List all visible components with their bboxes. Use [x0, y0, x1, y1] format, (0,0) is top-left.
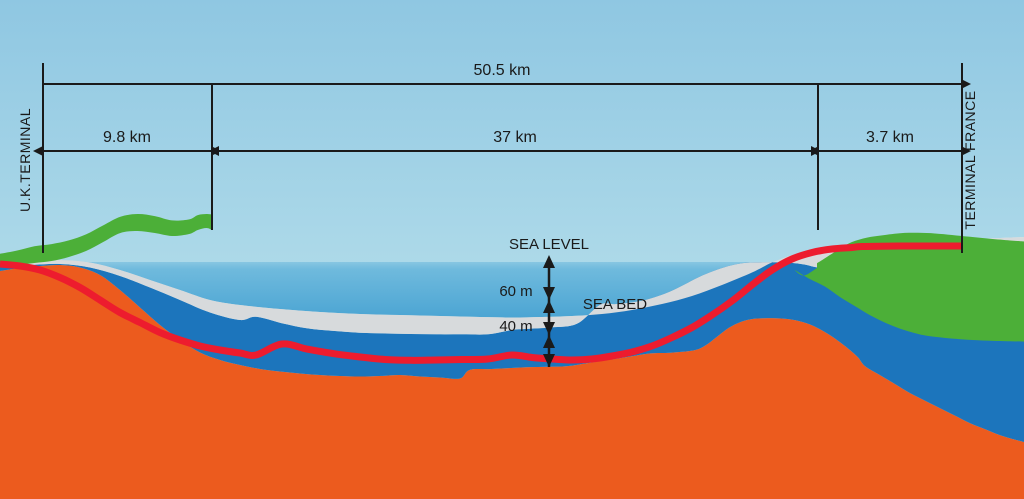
- svg-text:SEA LEVEL: SEA LEVEL: [509, 236, 589, 253]
- svg-text:60 m: 60 m: [499, 283, 532, 300]
- svg-text:TERMINAL FRANCE: TERMINAL FRANCE: [962, 90, 978, 229]
- svg-text:50.5 km: 50.5 km: [474, 62, 531, 79]
- svg-text:3.7 km: 3.7 km: [866, 129, 914, 146]
- svg-text:SEA BED: SEA BED: [583, 296, 647, 313]
- svg-text:U.K.TERMINAL: U.K.TERMINAL: [17, 108, 33, 212]
- svg-text:9.8 km: 9.8 km: [103, 129, 151, 146]
- svg-text:40 m: 40 m: [499, 318, 532, 335]
- svg-text:37 km: 37 km: [493, 129, 537, 146]
